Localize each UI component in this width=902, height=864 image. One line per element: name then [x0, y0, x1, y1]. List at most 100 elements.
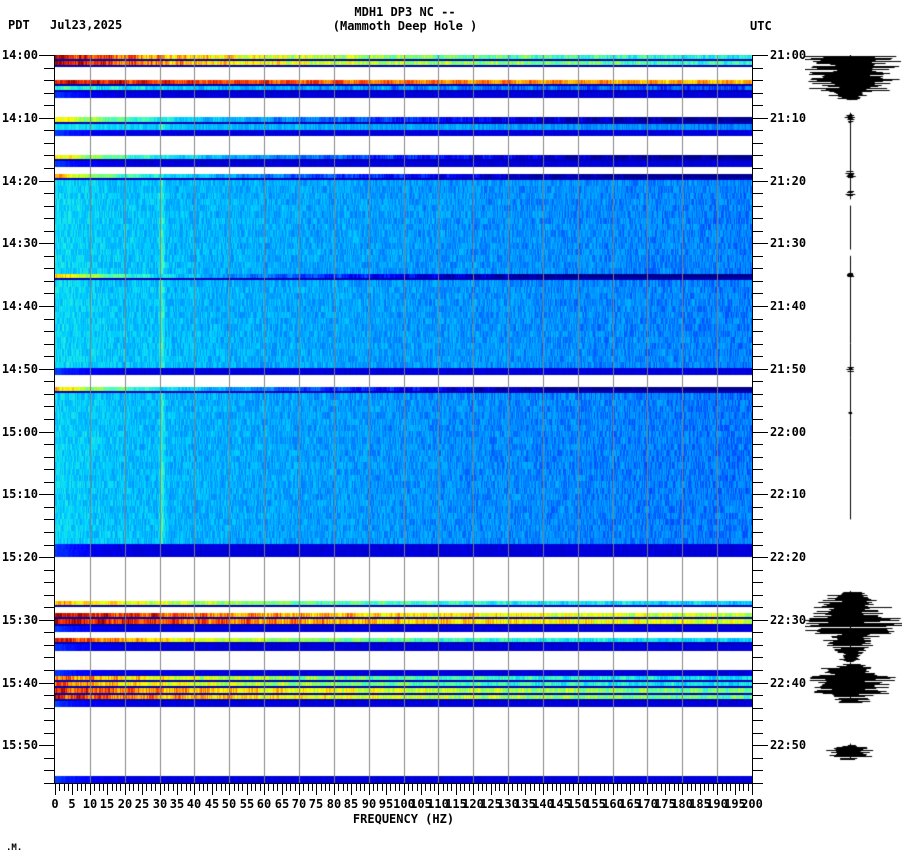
frequency-tick-minor	[499, 784, 500, 791]
frequency-tick-minor	[395, 784, 396, 791]
page-subtitle: (Mammoth Deep Hole )	[332, 19, 478, 33]
frequency-tick	[613, 784, 614, 795]
frequency-tick	[351, 784, 352, 795]
time-tick-minor-left	[44, 770, 55, 771]
frequency-tick-minor	[582, 784, 583, 791]
frequency-tick	[299, 784, 300, 795]
time-tick-right	[752, 745, 768, 746]
spectrogram-plot-area[interactable]	[55, 55, 752, 783]
time-tick-minor-left	[44, 80, 55, 81]
frequency-tick-minor	[634, 784, 635, 791]
frequency-tick-label: 100	[393, 797, 415, 811]
time-tick-minor-left	[44, 155, 55, 156]
frequency-tick-minor	[103, 784, 104, 791]
frequency-tick-minor	[94, 784, 95, 791]
frequency-axis-title: FREQUENCY (HZ)	[352, 812, 455, 826]
time-label-left: 15:10	[1, 487, 38, 501]
frequency-tick-label: 80	[326, 797, 342, 811]
frequency-tick-minor	[59, 784, 60, 791]
frequency-tick-minor	[68, 784, 69, 791]
time-tick-minor-right	[752, 143, 763, 144]
time-tick-minor-left	[44, 331, 55, 332]
time-tick-minor-left	[44, 482, 55, 483]
frequency-tick-minor	[656, 784, 657, 791]
frequency-tick-minor	[329, 784, 330, 791]
time-tick-minor-left	[44, 670, 55, 671]
frequency-tick-label: 0	[51, 797, 59, 811]
frequency-tick-label: 200	[741, 797, 763, 811]
time-tick-minor-left	[44, 507, 55, 508]
time-label-right: 21:20	[770, 174, 807, 188]
time-tick-right	[752, 306, 768, 307]
frequency-tick-minor	[434, 784, 435, 791]
frequency-tick-minor	[565, 784, 566, 791]
frequency-tick-minor	[722, 784, 723, 791]
time-tick-right	[752, 432, 768, 433]
time-label-left: 15:30	[1, 613, 38, 627]
frequency-tick-minor	[730, 784, 731, 791]
time-label-left: 14:20	[1, 174, 38, 188]
time-tick-minor-left	[44, 356, 55, 357]
frequency-tick-minor	[708, 784, 709, 791]
time-tick-minor-left	[44, 319, 55, 320]
frequency-tick	[404, 784, 405, 795]
frequency-tick-minor	[600, 784, 601, 791]
time-tick-minor-left	[44, 231, 55, 232]
time-label-right: 22:40	[770, 676, 807, 690]
frequency-tick-minor	[695, 784, 696, 791]
frequency-tick-label: 75	[308, 797, 324, 811]
frequency-tick-label: 30	[152, 797, 168, 811]
frequency-tick	[735, 784, 736, 795]
time-tick-minor-left	[44, 758, 55, 759]
frequency-tick-minor	[155, 784, 156, 791]
frequency-tick-minor	[268, 784, 269, 791]
time-tick-minor-right	[752, 444, 763, 445]
frequency-tick-minor	[399, 784, 400, 791]
frequency-tick-minor	[221, 784, 222, 791]
frequency-tick-minor	[382, 784, 383, 791]
time-tick-minor-left	[44, 256, 55, 257]
frequency-tick	[682, 784, 683, 795]
frequency-tick	[369, 784, 370, 795]
frequency-tick-minor	[626, 784, 627, 791]
frequency-tick-minor	[430, 784, 431, 791]
time-tick-minor-left	[44, 570, 55, 571]
time-tick-minor-left	[44, 293, 55, 294]
frequency-tick	[229, 784, 230, 795]
time-tick-minor-left	[44, 457, 55, 458]
time-tick-minor-left	[44, 582, 55, 583]
frequency-tick-minor	[255, 784, 256, 791]
timezone-label-right: UTC	[750, 19, 772, 33]
time-label-left: 15:20	[1, 550, 38, 564]
frequency-tick	[525, 784, 526, 795]
frequency-tick-minor	[295, 784, 296, 791]
spectrogram-canvas[interactable]	[55, 55, 752, 783]
frequency-tick-minor	[621, 784, 622, 791]
frequency-tick-minor	[181, 784, 182, 791]
frequency-tick-minor	[216, 784, 217, 791]
time-tick-minor-right	[752, 68, 763, 69]
frequency-tick-minor	[704, 784, 705, 791]
time-tick-left	[39, 181, 55, 182]
frequency-tick-label: 150	[567, 797, 589, 811]
frequency-tick-minor	[643, 784, 644, 791]
frequency-tick	[473, 784, 474, 795]
frequency-tick	[421, 784, 422, 795]
frequency-tick-minor	[639, 784, 640, 791]
time-tick-minor-left	[44, 193, 55, 194]
frequency-tick-label: 45	[204, 797, 220, 811]
frequency-tick-label: 60	[256, 797, 272, 811]
time-tick-right	[752, 181, 768, 182]
time-tick-minor-left	[44, 645, 55, 646]
frequency-tick	[386, 784, 387, 795]
frequency-tick-minor	[478, 784, 479, 791]
frequency-tick	[438, 784, 439, 795]
time-tick-minor-left	[44, 469, 55, 470]
time-tick-minor-left	[44, 783, 55, 784]
frequency-tick-minor	[273, 784, 274, 791]
seismogram-trace-panel[interactable]	[805, 55, 902, 783]
time-tick-minor-left	[44, 545, 55, 546]
frequency-tick-minor	[64, 784, 65, 791]
frequency-tick-minor	[669, 784, 670, 791]
frequency-tick-minor	[417, 784, 418, 791]
